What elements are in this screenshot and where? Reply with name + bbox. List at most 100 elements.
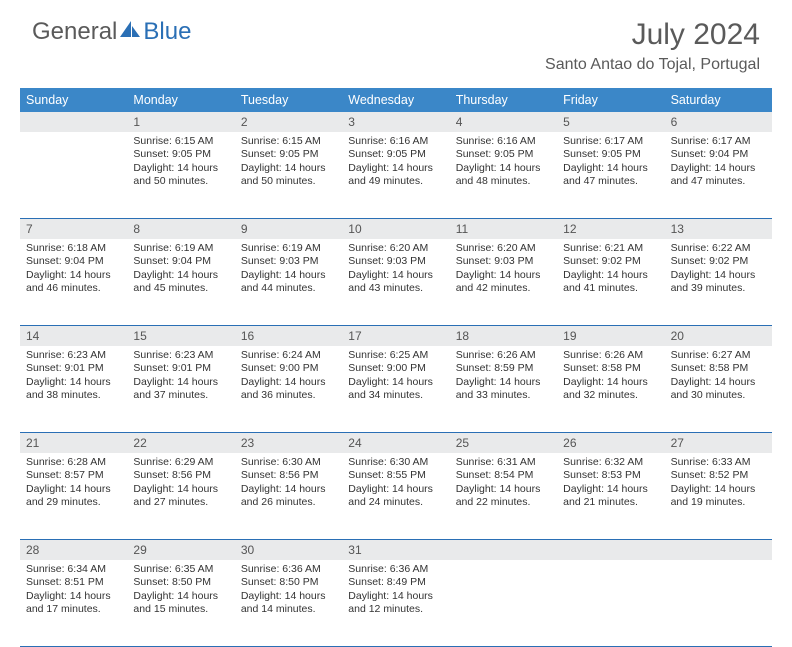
day-cell: Sunrise: 6:35 AMSunset: 8:50 PMDaylight:… <box>127 560 234 646</box>
day-cell: Sunrise: 6:33 AMSunset: 8:52 PMDaylight:… <box>665 453 772 539</box>
sunrise-text: Sunrise: 6:26 AM <box>456 349 551 362</box>
sunset-text: Sunset: 8:51 PM <box>26 576 121 589</box>
day-cell: Sunrise: 6:15 AMSunset: 9:05 PMDaylight:… <box>127 132 234 218</box>
weekday-header: Sunday <box>20 88 127 112</box>
daylight-text-2: and 49 minutes. <box>348 175 443 188</box>
daylight-text-1: Daylight: 14 hours <box>241 269 336 282</box>
daylight-text-1: Daylight: 14 hours <box>348 269 443 282</box>
day-number: 14 <box>20 326 127 346</box>
daylight-text-1: Daylight: 14 hours <box>133 483 228 496</box>
sunrise-text: Sunrise: 6:23 AM <box>26 349 121 362</box>
day-number: 10 <box>342 219 449 239</box>
day-cell: Sunrise: 6:25 AMSunset: 9:00 PMDaylight:… <box>342 346 449 432</box>
daylight-text-2: and 27 minutes. <box>133 496 228 509</box>
daylight-text-1: Daylight: 14 hours <box>671 483 766 496</box>
daylight-text-2: and 38 minutes. <box>26 389 121 402</box>
day-number: 25 <box>450 433 557 453</box>
daylight-text-1: Daylight: 14 hours <box>671 162 766 175</box>
daylight-text-1: Daylight: 14 hours <box>563 376 658 389</box>
logo-text-2: Blue <box>143 18 191 46</box>
sunrise-text: Sunrise: 6:26 AM <box>563 349 658 362</box>
weekday-header: Monday <box>127 88 234 112</box>
month-title: July 2024 <box>545 18 760 52</box>
daylight-text-1: Daylight: 14 hours <box>348 483 443 496</box>
day-number-row: 78910111213 <box>20 219 772 239</box>
sunrise-text: Sunrise: 6:16 AM <box>348 135 443 148</box>
sunset-text: Sunset: 8:52 PM <box>671 469 766 482</box>
sunset-text: Sunset: 9:05 PM <box>133 148 228 161</box>
sunset-text: Sunset: 9:02 PM <box>671 255 766 268</box>
sunrise-text: Sunrise: 6:25 AM <box>348 349 443 362</box>
daylight-text-1: Daylight: 14 hours <box>348 162 443 175</box>
day-cell: Sunrise: 6:22 AMSunset: 9:02 PMDaylight:… <box>665 239 772 325</box>
day-number: 1 <box>127 112 234 132</box>
daylight-text-1: Daylight: 14 hours <box>241 376 336 389</box>
daylight-text-2: and 26 minutes. <box>241 496 336 509</box>
daylight-text-2: and 50 minutes. <box>133 175 228 188</box>
weekday-header: Friday <box>557 88 664 112</box>
day-number: 4 <box>450 112 557 132</box>
daylight-text-2: and 47 minutes. <box>563 175 658 188</box>
daylight-text-2: and 21 minutes. <box>563 496 658 509</box>
day-cell: Sunrise: 6:26 AMSunset: 8:59 PMDaylight:… <box>450 346 557 432</box>
sunset-text: Sunset: 9:03 PM <box>241 255 336 268</box>
day-cell: Sunrise: 6:30 AMSunset: 8:56 PMDaylight:… <box>235 453 342 539</box>
sunset-text: Sunset: 8:58 PM <box>563 362 658 375</box>
day-cell: Sunrise: 6:36 AMSunset: 8:49 PMDaylight:… <box>342 560 449 646</box>
day-number: 11 <box>450 219 557 239</box>
sunrise-text: Sunrise: 6:27 AM <box>671 349 766 362</box>
day-cell: Sunrise: 6:26 AMSunset: 8:58 PMDaylight:… <box>557 346 664 432</box>
day-number: 20 <box>665 326 772 346</box>
day-number <box>450 540 557 560</box>
day-number: 19 <box>557 326 664 346</box>
daylight-text-1: Daylight: 14 hours <box>456 162 551 175</box>
day-cell: Sunrise: 6:23 AMSunset: 9:01 PMDaylight:… <box>127 346 234 432</box>
sunrise-text: Sunrise: 6:15 AM <box>241 135 336 148</box>
weekday-header: Wednesday <box>342 88 449 112</box>
daylight-text-1: Daylight: 14 hours <box>26 269 121 282</box>
daylight-text-1: Daylight: 14 hours <box>26 590 121 603</box>
daylight-text-2: and 24 minutes. <box>348 496 443 509</box>
sunset-text: Sunset: 9:02 PM <box>563 255 658 268</box>
daylight-text-2: and 37 minutes. <box>133 389 228 402</box>
sunset-text: Sunset: 9:05 PM <box>348 148 443 161</box>
logo-sail-icon <box>119 18 141 46</box>
day-number: 12 <box>557 219 664 239</box>
day-cell: Sunrise: 6:30 AMSunset: 8:55 PMDaylight:… <box>342 453 449 539</box>
week-row: Sunrise: 6:15 AMSunset: 9:05 PMDaylight:… <box>20 132 772 219</box>
day-number-row: 28293031 <box>20 540 772 560</box>
daylight-text-2: and 44 minutes. <box>241 282 336 295</box>
sunrise-text: Sunrise: 6:28 AM <box>26 456 121 469</box>
daylight-text-2: and 43 minutes. <box>348 282 443 295</box>
location: Santo Antao do Tojal, Portugal <box>545 56 760 74</box>
daylight-text-2: and 34 minutes. <box>348 389 443 402</box>
sunset-text: Sunset: 8:56 PM <box>133 469 228 482</box>
sunrise-text: Sunrise: 6:18 AM <box>26 242 121 255</box>
day-cell <box>557 560 664 646</box>
day-cell: Sunrise: 6:36 AMSunset: 8:50 PMDaylight:… <box>235 560 342 646</box>
sunrise-text: Sunrise: 6:17 AM <box>671 135 766 148</box>
daylight-text-1: Daylight: 14 hours <box>133 162 228 175</box>
day-cell: Sunrise: 6:28 AMSunset: 8:57 PMDaylight:… <box>20 453 127 539</box>
sunrise-text: Sunrise: 6:33 AM <box>671 456 766 469</box>
day-number: 31 <box>342 540 449 560</box>
day-number: 29 <box>127 540 234 560</box>
day-cell: Sunrise: 6:21 AMSunset: 9:02 PMDaylight:… <box>557 239 664 325</box>
week-row: Sunrise: 6:18 AMSunset: 9:04 PMDaylight:… <box>20 239 772 326</box>
day-cell: Sunrise: 6:23 AMSunset: 9:01 PMDaylight:… <box>20 346 127 432</box>
sunrise-text: Sunrise: 6:20 AM <box>456 242 551 255</box>
day-number <box>557 540 664 560</box>
daylight-text-2: and 46 minutes. <box>26 282 121 295</box>
daylight-text-2: and 33 minutes. <box>456 389 551 402</box>
daylight-text-2: and 39 minutes. <box>671 282 766 295</box>
daylight-text-2: and 45 minutes. <box>133 282 228 295</box>
sunset-text: Sunset: 8:49 PM <box>348 576 443 589</box>
daylight-text-2: and 17 minutes. <box>26 603 121 616</box>
day-cell: Sunrise: 6:27 AMSunset: 8:58 PMDaylight:… <box>665 346 772 432</box>
daylight-text-2: and 19 minutes. <box>671 496 766 509</box>
day-number: 13 <box>665 219 772 239</box>
weekday-header: Tuesday <box>235 88 342 112</box>
day-cell <box>450 560 557 646</box>
day-number: 24 <box>342 433 449 453</box>
sunset-text: Sunset: 8:57 PM <box>26 469 121 482</box>
